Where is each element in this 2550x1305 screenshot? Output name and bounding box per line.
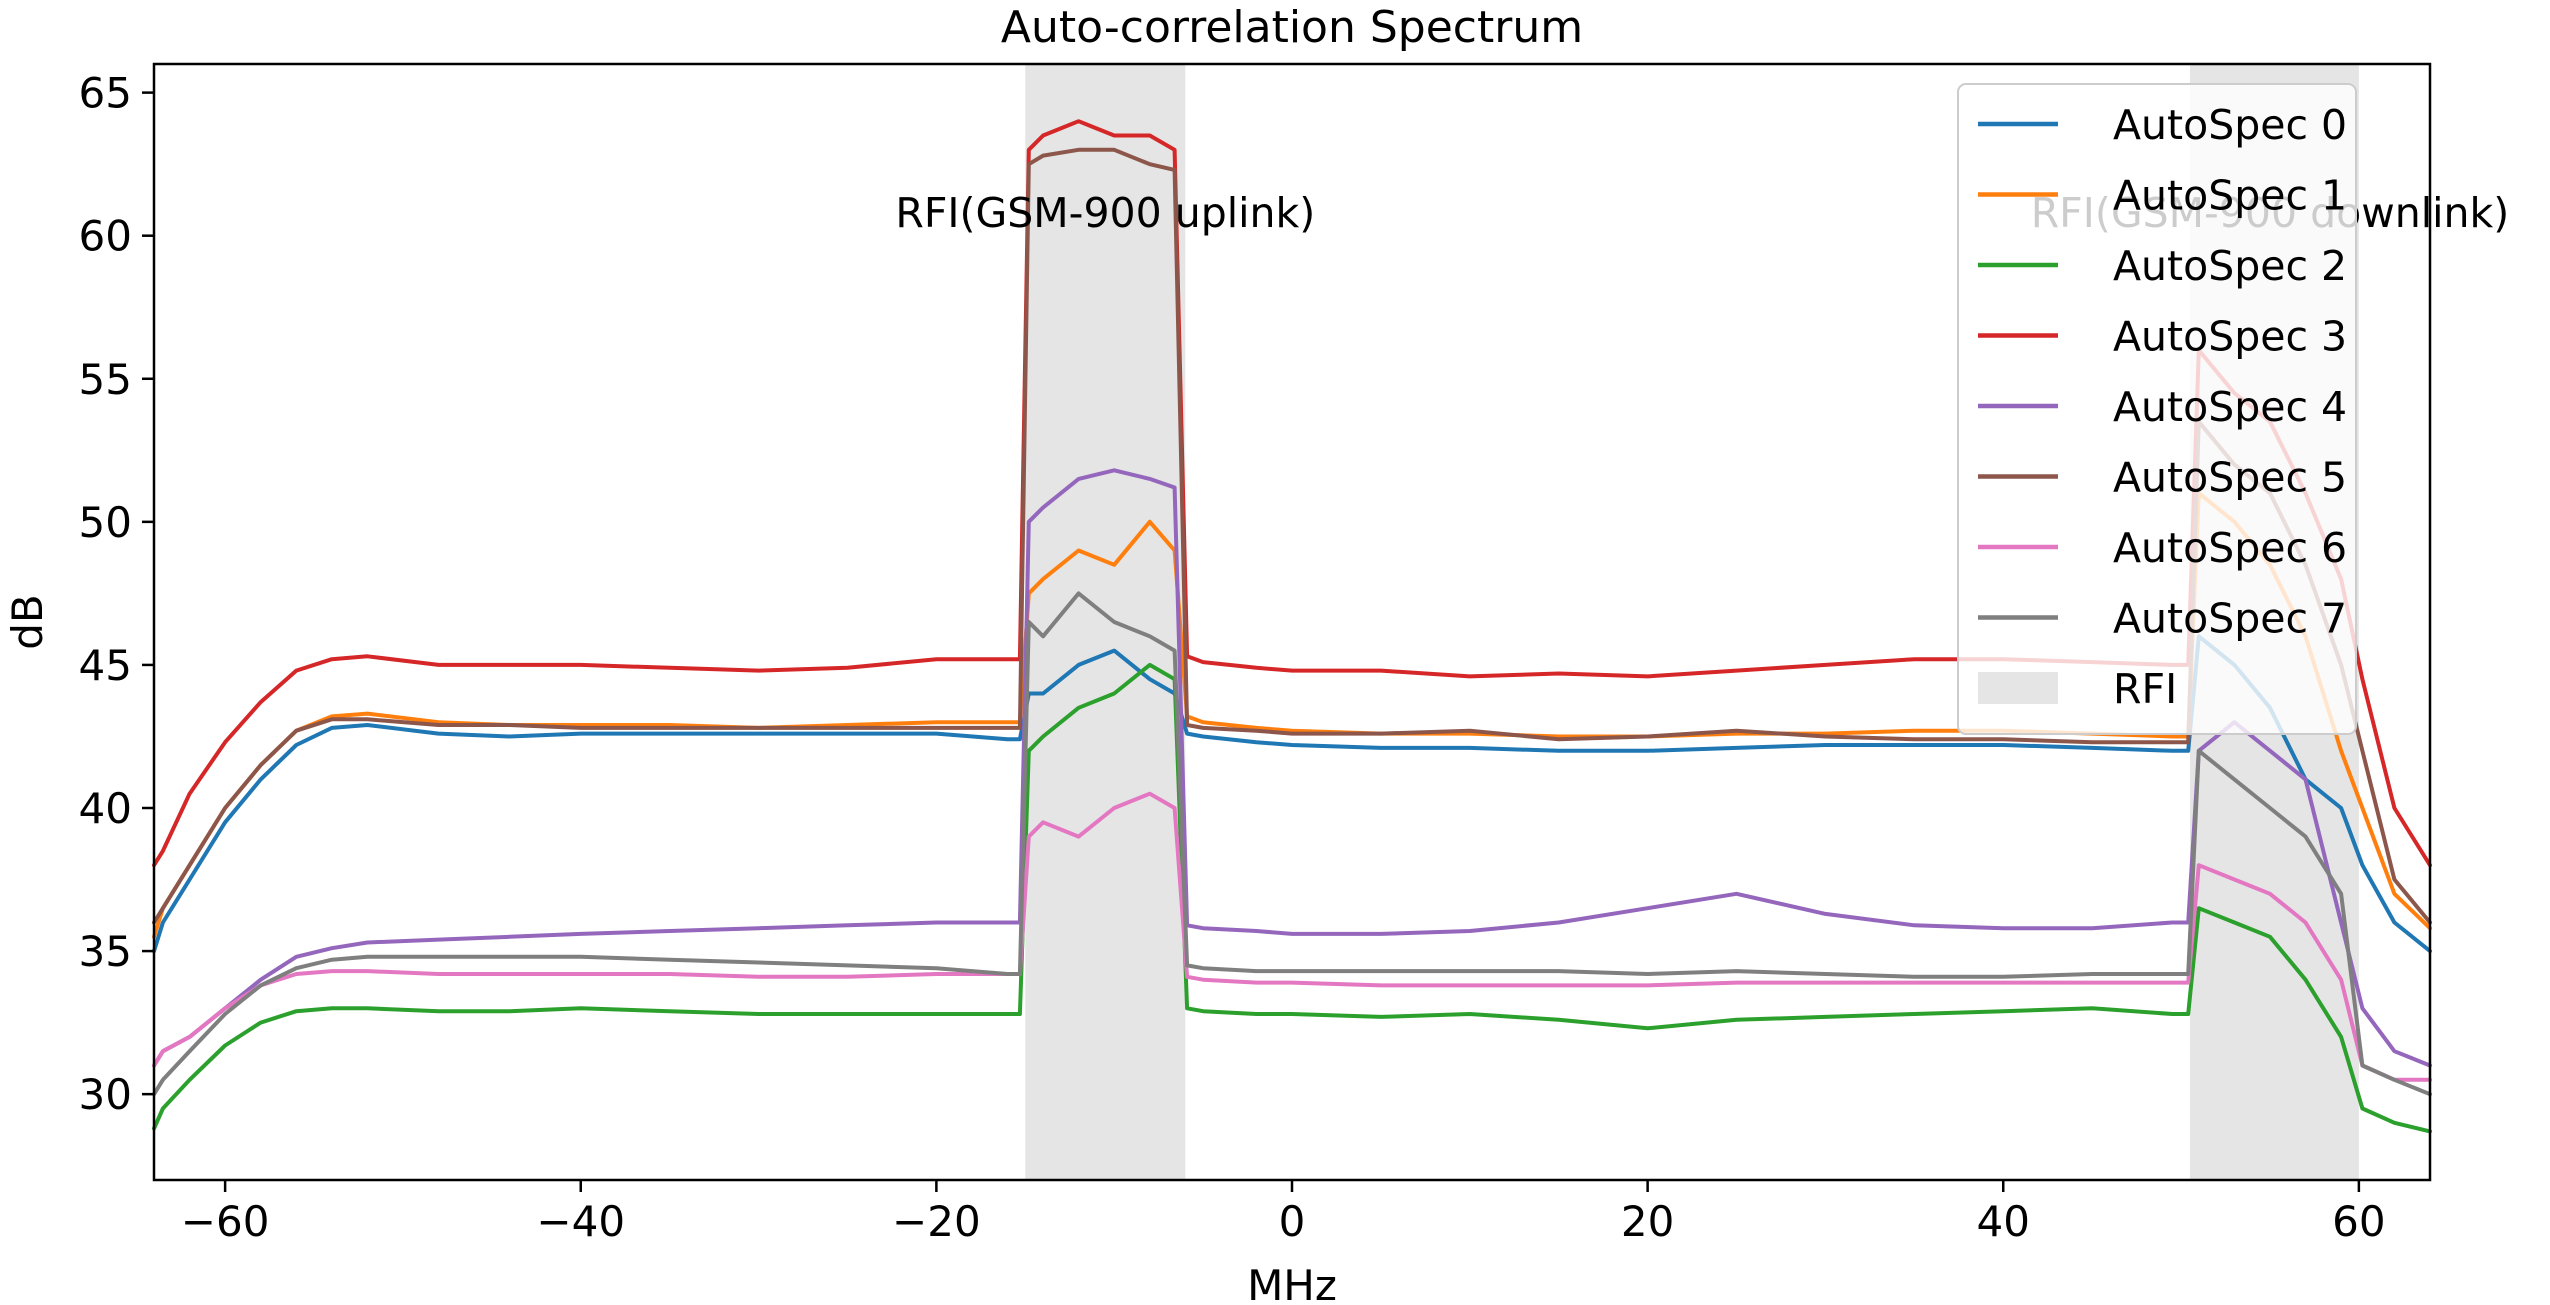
legend-label-0: AutoSpec 0: [2113, 101, 2347, 149]
x-tick-label: −20: [892, 1197, 981, 1246]
x-tick-label: 60: [2332, 1197, 2385, 1246]
x-tick-label: 0: [1279, 1197, 1306, 1246]
y-tick-label: 45: [79, 641, 132, 690]
x-tick-label: −40: [536, 1197, 625, 1246]
y-tick-label: 30: [79, 1070, 132, 1119]
y-tick-label: 55: [79, 355, 132, 404]
series-line-6: [152, 791, 2432, 1082]
y-tick-label: 60: [79, 212, 132, 261]
legend-box: [1957, 83, 2357, 735]
y-axis: 30 35 40 45 50 55 60 65: [79, 69, 154, 1119]
legend-label-4: AutoSpec 4: [2113, 383, 2347, 431]
y-axis-label: dB: [3, 594, 52, 649]
rfi-region-0: [1025, 64, 1186, 1180]
legend: AutoSpec 0 AutoSpec 1 AutoSpec 2 AutoSpec 3…: [1957, 83, 2357, 735]
legend-label-6: AutoSpec 6: [2113, 524, 2347, 572]
y-tick-label: 50: [79, 498, 132, 547]
legend-label-1: AutoSpec 1: [2113, 172, 2347, 220]
x-tick-label: 20: [1621, 1197, 1674, 1246]
y-tick-label: 35: [79, 927, 132, 976]
chart-title: Auto-correlation Spectrum: [1001, 2, 1583, 53]
legend-label-2: AutoSpec 2: [2113, 242, 2347, 290]
x-tick-label: 40: [1977, 1197, 2030, 1246]
x-axis: −60 −40 −20 0 20 40 60: [181, 1180, 2386, 1246]
x-tick-label: −60: [181, 1197, 270, 1246]
legend-label-7: AutoSpec 7: [2113, 595, 2347, 643]
y-tick-label: 40: [79, 784, 132, 833]
legend-label-5: AutoSpec 5: [2113, 454, 2347, 502]
legend-label-3: AutoSpec 3: [2113, 313, 2347, 361]
y-tick-label: 65: [79, 69, 132, 118]
annotation-0: RFI(GSM-900 uplink): [895, 189, 1315, 237]
legend-swatch-rfi: [1978, 672, 2058, 704]
legend-label-rfi: RFI: [2113, 665, 2177, 713]
series-line-7: [152, 591, 2432, 1097]
x-axis-label: MHz: [1247, 1261, 1337, 1305]
